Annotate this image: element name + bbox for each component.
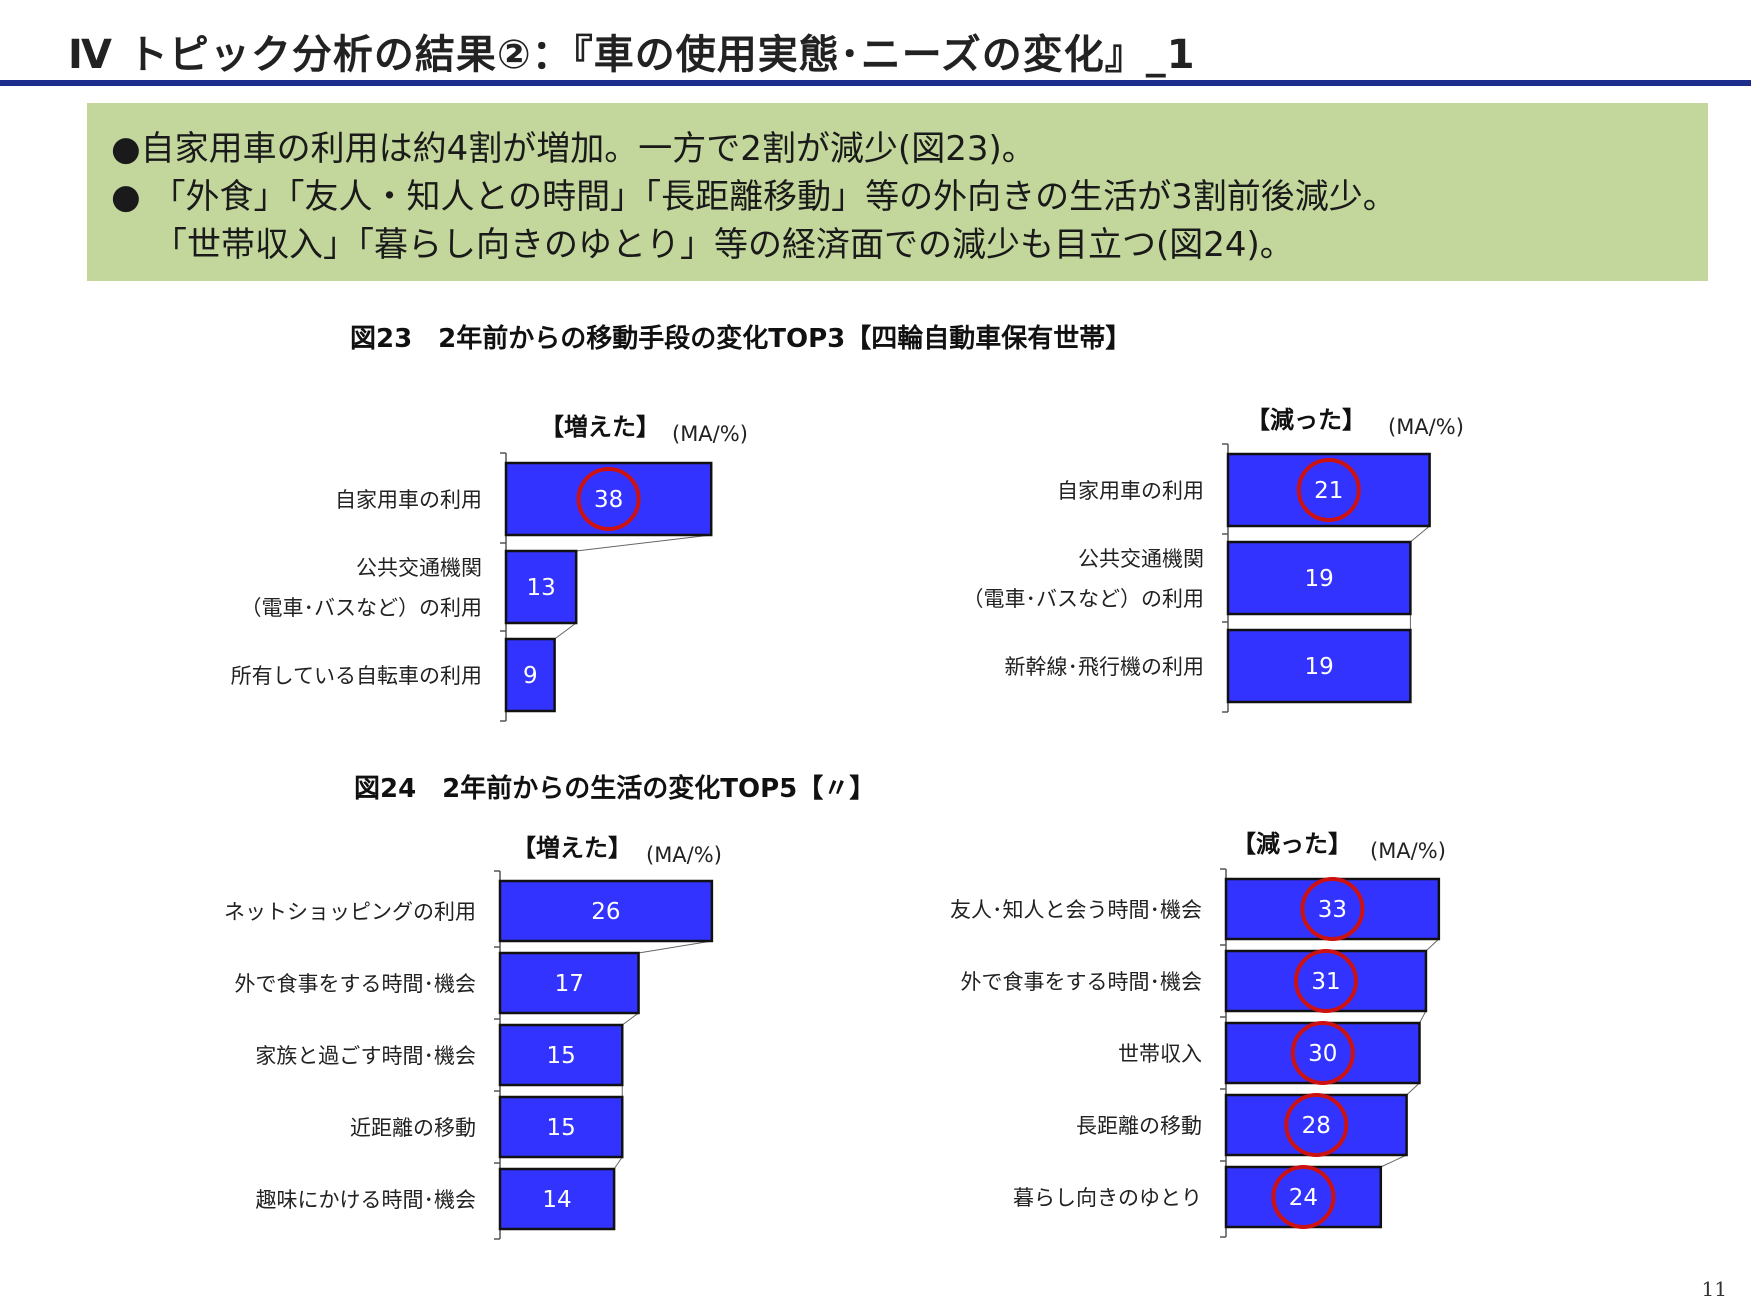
category-label: 趣味にかける時間･機会 (256, 1188, 477, 1212)
category-label: 近距離の移動 (350, 1116, 476, 1140)
slide-title: Ⅳ トピック分析の結果②：『車の使用実態･ニーズの変化』_1 (68, 32, 1196, 78)
data-label: 38 (594, 487, 623, 513)
summary-box: ●自家用車の利用は約4割が増加。一方で2割が減少(図23)。 ● 「外食」「友人… (87, 103, 1708, 281)
bar (1224, 1093, 1408, 1157)
highlight-circle (576, 467, 641, 531)
fig23-decreased-chart: 【減った】 (MA/%) 21 自家用車の利用 19 公共交通機関 （電車･バスなど）の利用… (963, 406, 1464, 713)
category-label: 自家用車の利用 (335, 488, 482, 512)
data-label: 14 (542, 1187, 571, 1213)
category-label: 友人･知人と会う時間･機会 (950, 898, 1202, 922)
series-line (613, 1156, 623, 1170)
series-line (638, 940, 712, 954)
bar (504, 637, 556, 713)
data-label: 28 (1302, 1113, 1331, 1139)
fig24-increased-chart: 【増えた】 (MA/%) 26 ネットショッピングの利用 17 外で食事をする時間･機会 1… (224, 834, 722, 1240)
highlight-circle (1300, 877, 1365, 941)
data-label: 21 (1314, 478, 1343, 504)
data-label: 33 (1318, 897, 1347, 923)
bar (1226, 540, 1412, 616)
series-line (1406, 1082, 1420, 1096)
panel-title: 【減った】 (1232, 830, 1352, 858)
bar (1224, 877, 1441, 941)
title-rule (0, 80, 1751, 86)
bar (498, 951, 640, 1015)
category-label: 自家用車の利用 (1057, 479, 1204, 503)
category-label: 家族と過ごす時間･機会 (255, 1044, 476, 1068)
data-label: 17 (555, 971, 584, 997)
fig24-title: 図24 2年前からの生活の変化TOP5【〃】 (354, 774, 876, 804)
series-line (1380, 1154, 1407, 1168)
data-label: 19 (1305, 654, 1334, 680)
bar (1226, 628, 1412, 704)
data-label: 13 (526, 575, 555, 601)
data-label: 19 (1305, 566, 1334, 592)
fig23-increased-chart: 【増えた】 (MA/%) 38 自家用車の利用 13 公共交通機関 （電車･バスなど）の利用… (231, 413, 748, 722)
series-line (1419, 1010, 1427, 1024)
data-label: 26 (591, 899, 620, 925)
series-line (576, 534, 712, 552)
panel-title: 【増えた】 (540, 413, 660, 441)
summary-bullet-3: 「世帯収入」「暮らし向きのゆとり」等の経済面での減少も目立つ(図24)。 (153, 225, 1294, 265)
fig23-title: 図23 2年前からの移動手段の変化TOP3【四輪自動車保有世帯】 (350, 324, 1132, 354)
bar (504, 461, 713, 537)
bar (1226, 452, 1431, 528)
category-label: 暮らし向きのゆとり (1013, 1186, 1202, 1210)
bar (498, 1023, 624, 1087)
data-label: 30 (1308, 1041, 1337, 1067)
panel-title: 【増えた】 (512, 834, 632, 862)
data-label: 24 (1289, 1185, 1318, 1211)
highlight-circle (1284, 1093, 1349, 1157)
panel-title: 【減った】 (1246, 406, 1366, 434)
data-label: 15 (546, 1043, 575, 1069)
bar (498, 1167, 616, 1231)
highlight-circle (1293, 949, 1358, 1013)
highlight-circle (1290, 1021, 1355, 1085)
series-line (554, 622, 577, 640)
category-label: 新幹線･飛行機の利用 (1005, 655, 1205, 679)
bar (498, 1095, 624, 1159)
data-label: 31 (1311, 969, 1340, 995)
summary-bullet-2: ● 「外食」「友人・知人との時間」「長距離移動」等の外向きの生活が3割前後減少。 (111, 177, 1397, 217)
series-line (621, 1012, 639, 1026)
category-label: 公共交通機関 (1078, 547, 1204, 571)
category-label: （電車･バスなど）の利用 (241, 596, 483, 620)
data-label: 15 (546, 1115, 575, 1141)
series-line (1410, 525, 1430, 543)
unit-label: (MA/%) (1388, 415, 1464, 439)
bar (1224, 949, 1428, 1013)
data-label: 9 (523, 663, 538, 689)
category-label: 長距離の移動 (1076, 1114, 1202, 1138)
category-label: 所有している自転車の利用 (231, 664, 482, 688)
category-label: 公共交通機関 (356, 556, 482, 580)
category-label: （電車･バスなど）の利用 (963, 587, 1205, 611)
bar (504, 549, 578, 625)
highlight-circle (1296, 458, 1361, 522)
unit-label: (MA/%) (646, 843, 722, 867)
page-number: 11 (1701, 1277, 1727, 1301)
fig24-decreased-chart: 【減った】 (MA/%) 33 友人･知人と会う時間･機会 31 外で食事をする時間･機会… (950, 830, 1446, 1238)
bar (498, 879, 714, 943)
category-label: 外で食事をする時間･機会 (961, 970, 1203, 994)
category-label: ネットショッピングの利用 (224, 900, 476, 924)
series-line (1425, 938, 1440, 952)
category-label: 外で食事をする時間･機会 (235, 972, 477, 996)
category-label: 世帯収入 (1118, 1042, 1202, 1066)
summary-bullet-1: ●自家用車の利用は約4割が増加。一方で2割が減少(図23)。 (111, 129, 1036, 169)
unit-label: (MA/%) (1370, 839, 1446, 863)
highlight-circle (1271, 1165, 1336, 1229)
unit-label: (MA/%) (672, 422, 748, 446)
